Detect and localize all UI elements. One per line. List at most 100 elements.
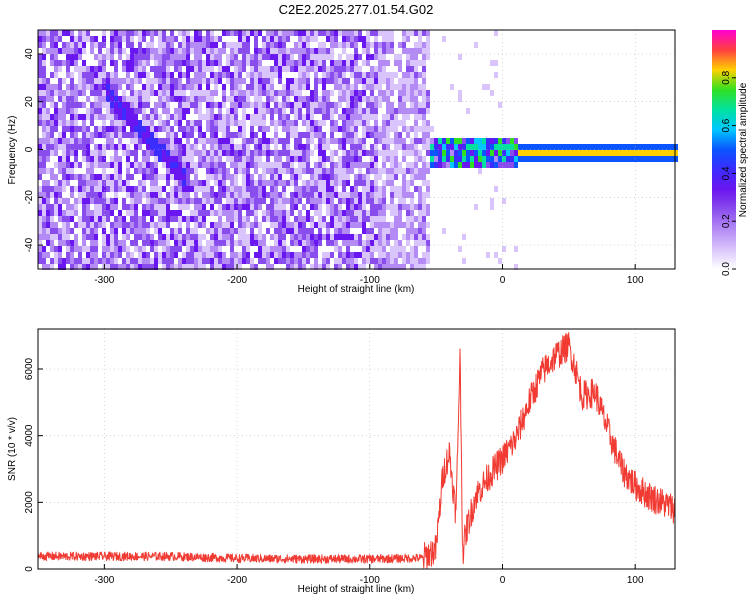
spectrogram-cell: [366, 180, 370, 186]
spectrogram-cell: [370, 132, 374, 138]
spectrogram-cell: [250, 186, 254, 192]
spectrogram-cell: [58, 36, 62, 42]
spectrogram-cell: [62, 144, 66, 150]
spectrogram-cell: [282, 210, 286, 216]
spectrogram-cell: [134, 78, 138, 84]
spectrogram-cell: [126, 132, 130, 138]
spectrogram-cell: [526, 150, 530, 156]
spectrogram-cell: [150, 198, 154, 204]
spectrogram-cell: [90, 186, 94, 192]
spectrogram-cell: [114, 222, 118, 228]
spectrogram-cell: [178, 114, 182, 120]
spectrogram-cell: [54, 192, 58, 198]
spectrogram-cell: [158, 252, 162, 258]
spectrogram-cell: [146, 234, 150, 240]
spectrogram-cell: [234, 90, 238, 96]
spectrogram-cell: [350, 186, 354, 192]
spectrogram-cell: [222, 264, 226, 270]
spectrogram-cell: [338, 210, 342, 216]
spectrogram-cell: [490, 144, 494, 150]
spectrogram-cell: [138, 162, 142, 168]
spectrogram-cell: [354, 264, 358, 270]
spectrogram-cell: [102, 30, 106, 36]
spectrogram-cell: [530, 150, 534, 156]
spectrogram-cell: [226, 222, 230, 228]
spectrogram-cell: [158, 120, 162, 126]
spectrogram-cell: [162, 258, 166, 264]
spectrogram-cell: [210, 228, 214, 234]
spectrogram-cell: [94, 132, 98, 138]
spectrogram-cell: [394, 228, 398, 234]
spectrogram-cell: [198, 264, 202, 270]
spectrogram-cell: [322, 252, 326, 258]
spectrogram-cell: [418, 210, 422, 216]
spectrogram-cell: [414, 102, 418, 108]
spectrogram-cell: [502, 162, 506, 168]
spectrogram-cell: [194, 150, 198, 156]
spectrogram-cell: [466, 138, 470, 144]
spectrogram-cell: [90, 168, 94, 174]
spectrogram-cell: [134, 228, 138, 234]
spectrogram-cell: [150, 204, 154, 210]
spectrogram-cell: [98, 216, 102, 222]
spectrogram-cell: [86, 246, 90, 252]
spectrogram-cell: [122, 186, 126, 192]
spectrogram-cell: [230, 228, 234, 234]
spectrogram-cell: [206, 42, 210, 48]
spectrogram-cell: [194, 144, 198, 150]
spectrogram-cell: [138, 258, 142, 264]
spectrogram-cell: [70, 120, 74, 126]
spectrogram-cell: [142, 180, 146, 186]
spectrogram-cell: [218, 264, 222, 270]
spectrogram-cell: [334, 222, 338, 228]
spectrogram-cell: [638, 144, 642, 150]
spectrogram-cell: [78, 174, 82, 180]
spectrogram-cell: [490, 156, 494, 162]
spectrogram-cell: [150, 132, 154, 138]
spectrogram-cell: [190, 264, 194, 270]
spectrogram-cell: [318, 216, 322, 222]
spectrogram-cell: [70, 48, 74, 54]
spectrogram-cell: [286, 90, 290, 96]
spectrogram-cell: [214, 240, 218, 246]
spectrogram-cell: [150, 258, 154, 264]
spectrogram-cell: [574, 156, 578, 162]
spectrogram-cell: [390, 150, 394, 156]
spectrogram-cell: [350, 264, 354, 270]
spectrogram-cell: [406, 180, 410, 186]
spectrogram-cell: [86, 96, 90, 102]
spectrogram-cell: [322, 30, 326, 36]
spectrogram-cell: [298, 222, 302, 228]
spectrogram-cell: [322, 90, 326, 96]
spectrogram-cell: [382, 36, 386, 42]
spectrogram-cell: [138, 246, 142, 252]
spectrogram-cell: [246, 174, 250, 180]
spectrogram-cell: [634, 150, 638, 156]
spectrogram-cell: [206, 108, 210, 114]
spectrogram-cell: [370, 258, 374, 264]
spectrogram-cell: [398, 144, 402, 150]
spectrogram-cell: [182, 108, 186, 114]
spectrogram-cell: [270, 108, 274, 114]
spectrogram-cell: [486, 138, 490, 144]
spectrogram-cell: [370, 144, 374, 150]
spectrogram-cell: [78, 252, 82, 258]
spectrogram-cell: [78, 162, 82, 168]
spectrogram-cell: [426, 48, 430, 54]
spectrogram-cell: [226, 30, 230, 36]
spectrogram-cell: [426, 138, 430, 144]
spectrogram-cell: [150, 78, 154, 84]
spectrogram-cell: [270, 216, 274, 222]
spectrogram-cell: [182, 84, 186, 90]
spectrogram-cell: [226, 132, 230, 138]
spectrogram-cell: [262, 252, 266, 258]
spectrogram-cell: [150, 144, 154, 150]
spectrogram-cell: [174, 234, 178, 240]
spectrogram-cell: [318, 120, 322, 126]
spectrogram-cell: [54, 228, 58, 234]
spectrogram-cell: [298, 60, 302, 66]
spectrogram-cell: [194, 216, 198, 222]
spectrogram-cell: [134, 258, 138, 264]
spectrogram-cell: [270, 264, 274, 270]
spectrogram-cell: [386, 222, 390, 228]
